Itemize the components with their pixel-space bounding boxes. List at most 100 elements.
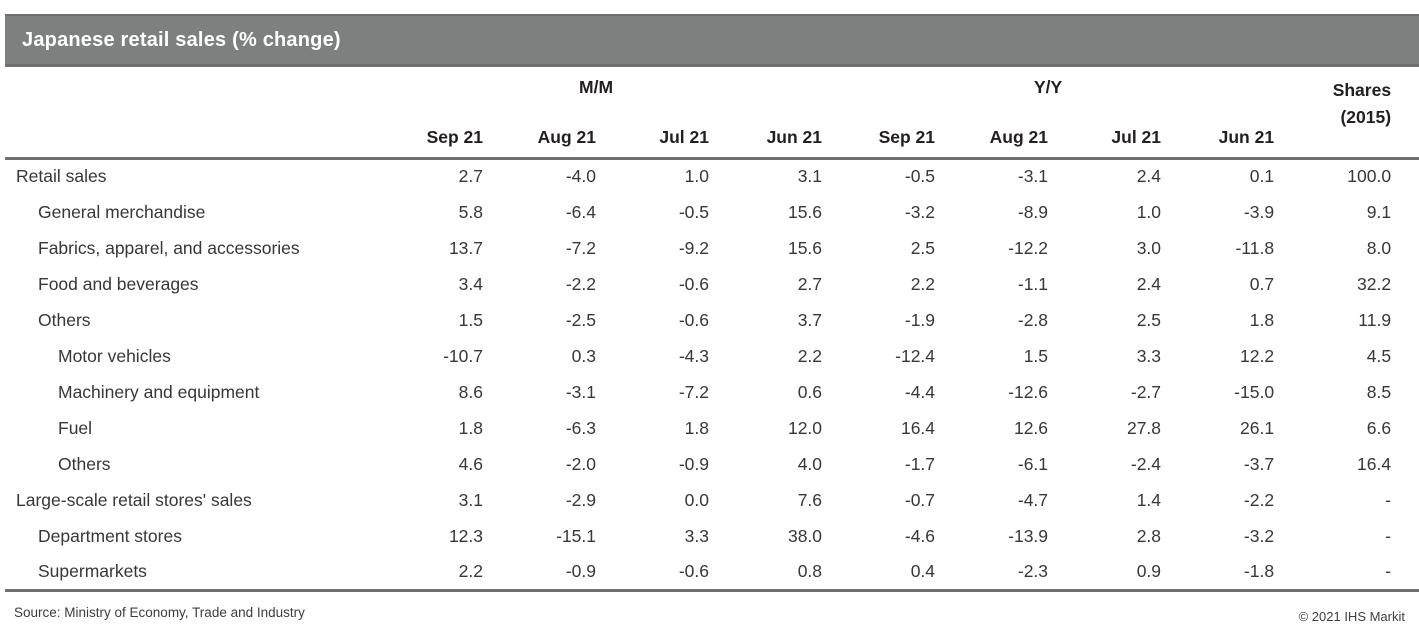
value-cell: 4.6 xyxy=(458,453,483,474)
value-cell: 3.4 xyxy=(458,273,483,294)
copyright-note: © 2021 IHS Markit xyxy=(1298,608,1405,624)
value-cell: -12.6 xyxy=(1008,381,1049,402)
row-label: Others xyxy=(38,309,91,330)
value-cell: 2.4 xyxy=(1136,166,1162,187)
table-row: General merchandise 5.8 -6.4 -0.5 15.6 -3.2 -8… xyxy=(5,194,1419,230)
shares-column-header: Shares (2015) xyxy=(1274,67,1419,160)
value-cell: 16.4 xyxy=(900,417,936,438)
table-row: Supermarkets 2.2 -0.9 -0.6 0.8 0.4 -2.3 0.9 -1.8… xyxy=(5,554,1419,592)
value-cell: 2.2 xyxy=(910,273,936,294)
value-cell: 2.2 xyxy=(797,345,823,366)
row-label: Fabrics, apparel, and accessories xyxy=(38,237,300,258)
shares-cell: 9.1 xyxy=(1366,201,1392,222)
value-cell: 0.0 xyxy=(684,489,709,510)
shares-cell: 100.0 xyxy=(1347,166,1392,187)
value-cell: -2.8 xyxy=(1017,309,1049,330)
value-cell: 0.8 xyxy=(709,554,823,592)
row-label: Motor vehicles xyxy=(58,345,171,366)
month-header: Aug 21 xyxy=(935,113,1049,160)
table-row: Fuel 1.8 -6.3 1.8 12.0 16.4 12.6 27.8 26.1 6.6 xyxy=(5,410,1419,446)
source-note: Source: Ministry of Economy, Trade and I… xyxy=(14,604,305,620)
label-column-spacer xyxy=(5,113,370,160)
value-cell: -4.0 xyxy=(565,166,596,187)
value-cell: 2.2 xyxy=(370,554,483,592)
value-cell: -15.1 xyxy=(556,525,596,546)
value-cell: -7.2 xyxy=(565,237,596,258)
value-cell: -1.8 xyxy=(1161,554,1275,592)
page-title: Japanese retail sales (% change) xyxy=(22,28,341,51)
value-cell: -3.2 xyxy=(904,201,936,222)
value-cell: -6.4 xyxy=(565,201,596,222)
value-cell: -3.2 xyxy=(1243,525,1275,546)
row-label: Supermarkets xyxy=(5,554,370,592)
shares-cell: - xyxy=(1385,525,1392,546)
table-row: Others 4.6 -2.0 -0.9 4.0 -1.7 -6.1 -2.4 -3.7 16.4 xyxy=(5,446,1419,482)
table-row: Others 1.5 -2.5 -0.6 3.7 -1.9 -2.8 2.5 1.8 11.9 xyxy=(5,302,1419,338)
value-cell: 3.3 xyxy=(684,525,709,546)
value-cell: 0.9 xyxy=(1048,554,1162,592)
value-cell: -2.9 xyxy=(565,489,596,510)
value-cell: -12.4 xyxy=(895,345,936,366)
value-cell: -12.2 xyxy=(1008,237,1049,258)
value-cell: -0.6 xyxy=(678,273,709,294)
shares-cell: 11.9 xyxy=(1358,309,1392,330)
value-cell: -2.0 xyxy=(565,453,596,474)
value-cell: -3.7 xyxy=(1243,453,1275,474)
value-cell: 1.8 xyxy=(684,417,709,438)
value-cell: 1.0 xyxy=(1136,201,1162,222)
value-cell: -0.9 xyxy=(483,554,596,592)
row-label: Others xyxy=(58,453,111,474)
value-cell: -1.9 xyxy=(904,309,936,330)
value-cell: -6.3 xyxy=(565,417,596,438)
value-cell: 1.0 xyxy=(684,166,709,187)
table-row: Food and beverages 3.4 -2.2 -0.6 2.7 2.2 -1.1 2… xyxy=(5,266,1419,302)
value-cell: 12.3 xyxy=(448,525,483,546)
value-cell: -7.2 xyxy=(678,381,709,402)
value-cell: -4.7 xyxy=(1017,489,1049,510)
value-cell: -3.1 xyxy=(565,381,596,402)
retail-sales-table: M/M Y/Y Shares (2015) Sep 21 Aug 21 Jul 21… xyxy=(5,67,1419,592)
shares-cell: 4.5 xyxy=(1366,345,1392,366)
shares-header-line1: Shares xyxy=(1332,80,1392,100)
value-cell: 13.7 xyxy=(448,237,483,258)
value-cell: -4.3 xyxy=(678,345,709,366)
value-cell: -9.2 xyxy=(678,237,709,258)
value-cell: 38.0 xyxy=(787,525,823,546)
table-row: Department stores 12.3 -15.1 3.3 38.0 -4.6 -13… xyxy=(5,518,1419,554)
value-cell: 1.8 xyxy=(1249,309,1275,330)
value-cell: 2.8 xyxy=(1136,525,1162,546)
row-label: Large-scale retail stores' sales xyxy=(16,489,252,510)
table-row: Fabrics, apparel, and accessories 13.7 -7.… xyxy=(5,230,1419,266)
value-cell: -0.5 xyxy=(678,201,709,222)
shares-cell: 8.0 xyxy=(1366,237,1392,258)
value-cell: 3.7 xyxy=(797,309,823,330)
month-header: Jun 21 xyxy=(1161,113,1275,160)
value-cell: -13.9 xyxy=(1008,525,1049,546)
value-cell: -0.5 xyxy=(904,166,936,187)
value-cell: -1.1 xyxy=(1017,273,1049,294)
month-header: Sep 21 xyxy=(822,113,936,160)
value-cell: -0.6 xyxy=(596,554,709,592)
row-label: Machinery and equipment xyxy=(58,381,260,402)
value-cell: 15.6 xyxy=(787,237,823,258)
value-cell: -11.8 xyxy=(1235,237,1275,258)
table-body: Retail sales 2.7 -4.0 1.0 3.1 -0.5 -3.1 2.4 0.1 1… xyxy=(5,158,1419,592)
value-cell: -2.3 xyxy=(935,554,1049,592)
month-header: Jun 21 xyxy=(709,113,823,160)
value-cell: 1.4 xyxy=(1136,489,1162,510)
value-cell: 27.8 xyxy=(1126,417,1162,438)
value-cell: -10.7 xyxy=(443,345,483,366)
shares-cell: 16.4 xyxy=(1357,453,1392,474)
month-header: Jul 21 xyxy=(596,113,709,160)
value-cell: 2.5 xyxy=(1136,309,1162,330)
value-cell: 8.6 xyxy=(458,381,483,402)
value-cell: -8.9 xyxy=(1017,201,1049,222)
value-cell: 0.3 xyxy=(571,345,596,366)
value-cell: 2.5 xyxy=(910,237,936,258)
month-header: Jul 21 xyxy=(1048,113,1162,160)
group-header-yy: Y/Y xyxy=(1033,77,1063,97)
value-cell: 12.0 xyxy=(787,417,823,438)
table-row: Motor vehicles -10.7 0.3 -4.3 2.2 -12.4 1.5 3.3… xyxy=(5,338,1419,374)
table-title-bar: Japanese retail sales (% change) xyxy=(5,14,1419,67)
